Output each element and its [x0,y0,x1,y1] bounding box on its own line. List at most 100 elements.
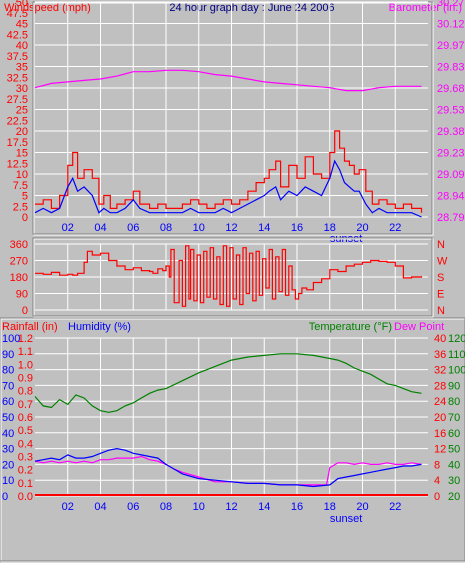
top-y-tick-left: 12.5 [7,158,28,170]
rain-y-tick: 0.7 [18,399,33,411]
middle-panel-frame-light [33,238,434,318]
humidity-y-tick: 30 [2,444,14,456]
rain-y-tick: 1.0 [18,359,33,371]
humidity-y-tick: 60 [2,396,14,408]
top-y-tick-left: 0 [22,212,28,224]
top-x-tick: 14 [258,222,270,234]
top-y-tick-right: 29.97 [437,40,465,52]
top-x-tick: 08 [160,222,172,234]
series-average-line [34,159,422,218]
rain-y-tick: 0.2 [18,465,33,477]
humidity-axis-label: Humidity (%) [68,321,131,333]
rain-y-tick: 0.4 [18,438,33,450]
temp-y-tick-b: 50 [448,444,460,456]
top-y-tick-left: 25 [16,105,28,117]
middle-y-tick-left: 0 [22,305,28,317]
top-right-axis-label: Barometer (in.) [389,2,462,14]
top-x-tick: 12 [225,222,237,234]
humidity-y-tick: 90 [2,349,14,361]
middle-y-tick-left: 270 [10,256,28,268]
top-y-tick-right: 29.68 [437,83,465,95]
top-y-tick-left: 10 [16,169,28,181]
temp-y-tick-b: 30 [448,475,460,487]
top-y-tick-left: 22.5 [7,115,28,127]
temp-y-tick-a: 0 [434,491,440,503]
top-x-tick: 20 [356,222,368,234]
temp-y-tick-b: 80 [448,396,460,408]
humidity-y-tick: 10 [2,475,14,487]
bottom-x-tick: 22 [389,501,401,513]
top-y-tick-right: 29.83 [437,62,465,74]
top-y-tick-right: 29.23 [437,148,465,160]
top-y-tick-right: 28.79 [437,212,465,224]
humidity-y-tick: 40 [2,428,14,440]
bottom-x-tick: 06 [127,501,139,513]
top-y-tick-left: 20 [16,126,28,138]
temp-y-tick-a: 20 [434,412,446,424]
bottom-x-tick: 10 [193,501,205,513]
humidity-y-tick: 0 [2,491,8,503]
series-humidity-line [34,447,422,488]
top-y-tick-right: 30.27 [437,0,465,9]
middle-y-tick-left: 360 [10,239,28,251]
top-x-tick: 10 [193,222,205,234]
bottom-x-tick: 12 [225,501,237,513]
top-y-tick-left: 50 [16,0,28,9]
rain-y-tick: 0.3 [18,452,33,464]
temperature-axis-label: Temperature (°F) [309,321,392,333]
temp-y-tick-a: 24 [434,396,446,408]
temp-y-tick-a: 28 [434,380,446,392]
temp-y-tick-a: 36 [434,349,446,361]
middle-y-tick-right: E [437,289,444,301]
humidity-y-tick: 100 [2,333,20,345]
temp-y-tick-b: 60 [448,428,460,440]
rain-y-tick: 0.5 [18,425,33,437]
chart-title: 24 hour graph day : June 24 2006 [169,2,334,14]
rain-y-tick: 0.9 [18,373,33,385]
top-y-tick-right: 30.12 [437,19,465,31]
top-y-tick-right: 28.94 [437,191,465,203]
middle-y-tick-right: W [437,256,448,268]
top-y-tick-left: 42.5 [7,29,28,41]
temp-y-tick-a: 32 [434,365,446,377]
middle-y-tick-left: 90 [16,289,28,301]
humidity-y-tick: 50 [2,412,14,424]
series-temperature-line [34,353,422,413]
rain-y-tick: 1.2 [18,333,33,345]
temp-y-tick-a: 40 [434,333,446,345]
top-left-axis-label: Windspeed (mph) [4,2,91,14]
temp-y-tick-b: 40 [448,459,460,471]
top-y-tick-left: 32.5 [7,72,28,84]
bottom-x-annotation: sunset [330,513,362,525]
top-y-tick-right: 29.38 [437,126,465,138]
top-x-tick: 06 [127,222,139,234]
top-x-tick: 18 [324,222,336,234]
top-y-tick-left: 47.5 [7,8,28,20]
top-y-tick-left: 35 [16,62,28,74]
series-barometer-line [34,69,422,92]
bottom-panel-frame-light [0,318,465,563]
temp-y-tick-a: 4 [434,475,440,487]
top-y-tick-left: 17.5 [7,137,28,149]
rain-y-tick: 1.1 [18,346,33,358]
temp-y-tick-a: 16 [434,428,446,440]
humidity-y-tick: 80 [2,365,14,377]
temp-y-tick-a: 8 [434,459,440,471]
rain-y-tick: 0.6 [18,412,33,424]
top-y-tick-left: 15 [16,148,28,160]
bottom-x-tick: 20 [356,501,368,513]
top-x-tick: 04 [94,222,106,234]
bottom-x-tick: 08 [160,501,172,513]
temp-y-tick-b: 20 [448,491,460,503]
top-x-tick: 02 [62,222,74,234]
top-y-tick-left: 27.5 [7,94,28,106]
temp-y-tick-b: 120 [448,333,465,345]
temp-y-tick-a: 12 [434,444,446,456]
top-y-tick-right: 29.09 [437,169,465,181]
top-panel-frame-light [33,2,434,236]
temp-y-tick-b: 90 [448,380,460,392]
middle-y-tick-right: S [437,272,444,284]
top-x-tick: 16 [291,222,303,234]
